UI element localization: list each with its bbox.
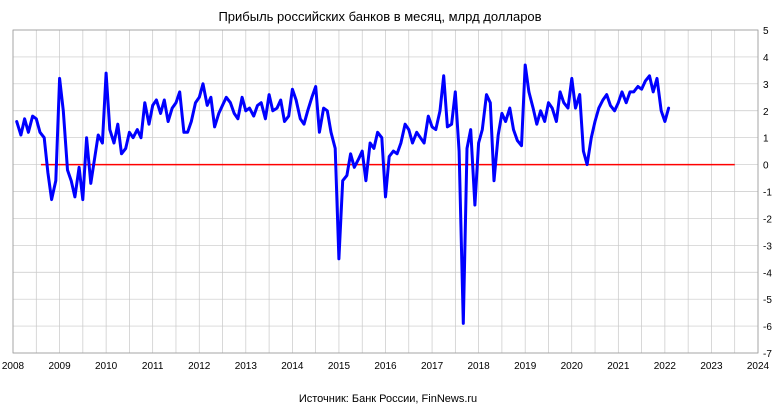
y-tick-label: 1 bbox=[763, 134, 769, 145]
y-tick-label: 0 bbox=[763, 161, 769, 172]
x-tick-label: 2010 bbox=[95, 361, 118, 372]
y-tick-label: -7 bbox=[763, 349, 772, 360]
y-tick-label: -2 bbox=[763, 214, 772, 225]
y-tick-label: -3 bbox=[763, 241, 772, 252]
y-tick-label: 3 bbox=[763, 80, 769, 91]
x-tick-label: 2014 bbox=[281, 361, 304, 372]
x-tick-label: 2022 bbox=[654, 361, 677, 372]
x-tick-label: 2008 bbox=[2, 361, 25, 372]
x-tick-labels: 2008 2009 2010 2011 2012 2013 2014 2015 2016 2017… bbox=[2, 361, 770, 372]
chart-title: Прибыль российских банков в месяц, млрд … bbox=[218, 9, 541, 24]
chart-source: Источник: Банк России, FinNews.ru bbox=[299, 393, 477, 405]
x-tick-label: 2020 bbox=[561, 361, 584, 372]
y-tick-label: 5 bbox=[763, 26, 769, 37]
series-layer bbox=[15, 63, 671, 325]
y-tick-label: -5 bbox=[763, 295, 772, 306]
series-line bbox=[15, 63, 671, 325]
plot-frame bbox=[12, 29, 759, 354]
y-tick-labels: -7 -6 -5 -4 -3 -2 -1 0 1 2 3 4 5 bbox=[763, 26, 772, 360]
y-tick-label: 2 bbox=[763, 107, 769, 118]
y-tick-label: -6 bbox=[763, 322, 772, 333]
x-tick-label: 2018 bbox=[468, 361, 491, 372]
x-tick-label: 2023 bbox=[700, 361, 723, 372]
x-tick-label: 2009 bbox=[48, 361, 71, 372]
x-tick-label: 2015 bbox=[328, 361, 351, 372]
y-tick-label: 4 bbox=[763, 53, 769, 64]
x-tick-label: 2024 bbox=[747, 361, 770, 372]
y-tick-label: -4 bbox=[763, 268, 772, 279]
x-tick-label: 2013 bbox=[235, 361, 258, 372]
x-tick-label: 2017 bbox=[421, 361, 444, 372]
x-tick-label: 2011 bbox=[142, 361, 164, 372]
x-tick-label: 2019 bbox=[514, 361, 537, 372]
x-tick-label: 2012 bbox=[188, 361, 211, 372]
x-tick-label: 2016 bbox=[374, 361, 397, 372]
y-tick-label: -1 bbox=[763, 188, 772, 199]
x-tick-label: 2021 bbox=[607, 361, 630, 372]
